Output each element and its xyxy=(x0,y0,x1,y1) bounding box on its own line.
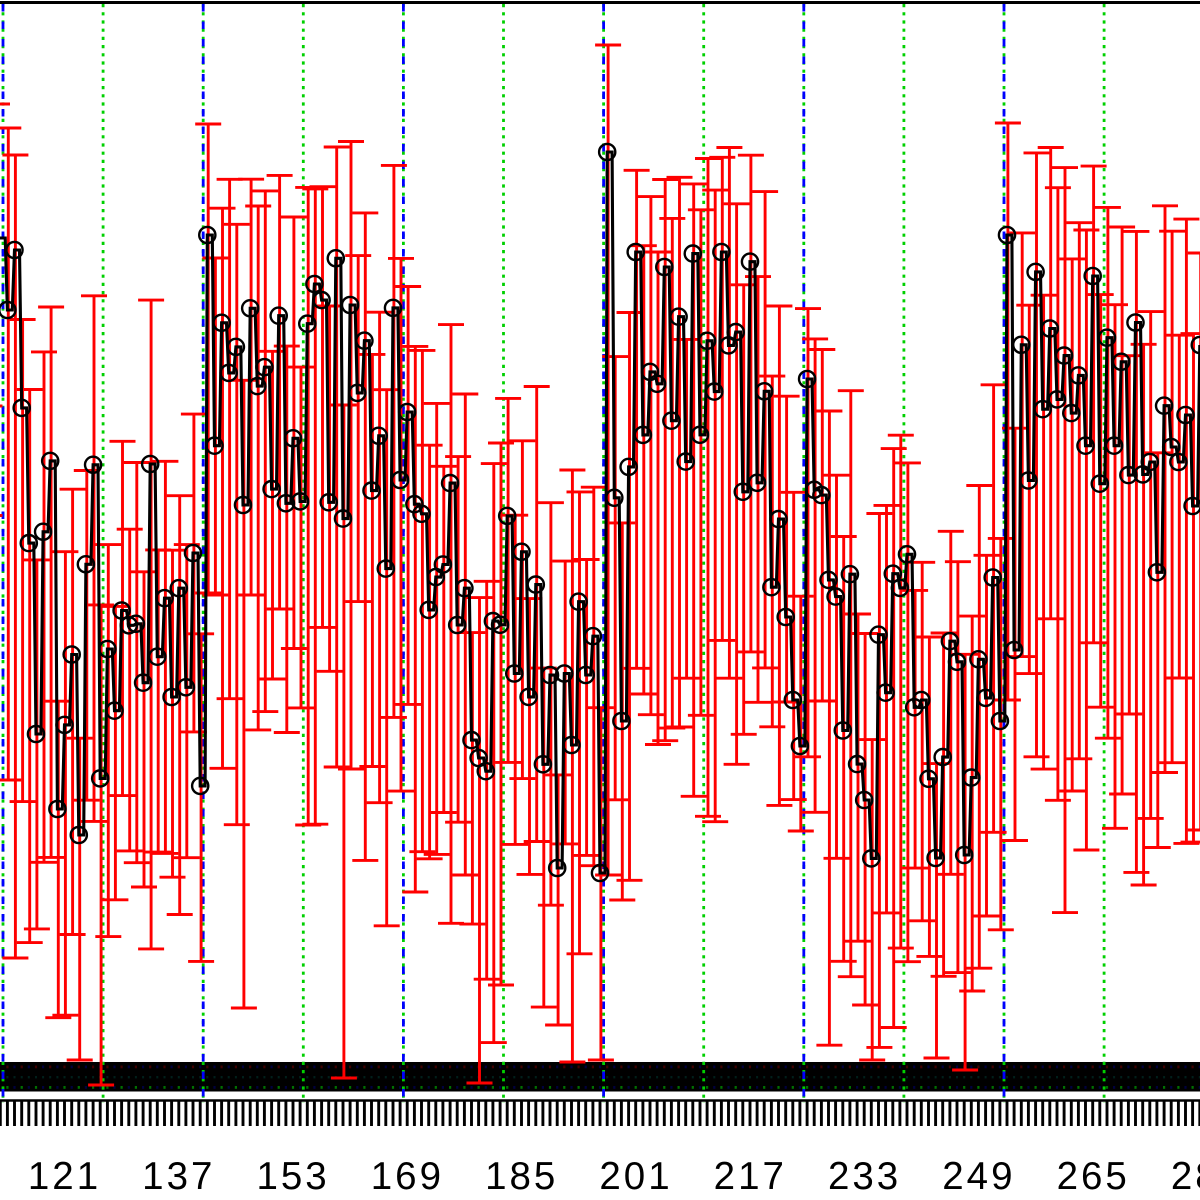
svg-text:217: 217 xyxy=(714,1155,787,1198)
svg-text:233: 233 xyxy=(828,1155,901,1198)
svg-text:201: 201 xyxy=(599,1155,672,1198)
svg-text:265: 265 xyxy=(1057,1155,1130,1198)
svg-text:137: 137 xyxy=(142,1155,215,1198)
svg-text:153: 153 xyxy=(256,1155,329,1198)
svg-text:281: 281 xyxy=(1171,1155,1200,1198)
svg-text:121: 121 xyxy=(28,1155,101,1198)
svg-text:169: 169 xyxy=(371,1155,444,1198)
svg-text:249: 249 xyxy=(942,1155,1015,1198)
svg-text:185: 185 xyxy=(485,1155,558,1198)
